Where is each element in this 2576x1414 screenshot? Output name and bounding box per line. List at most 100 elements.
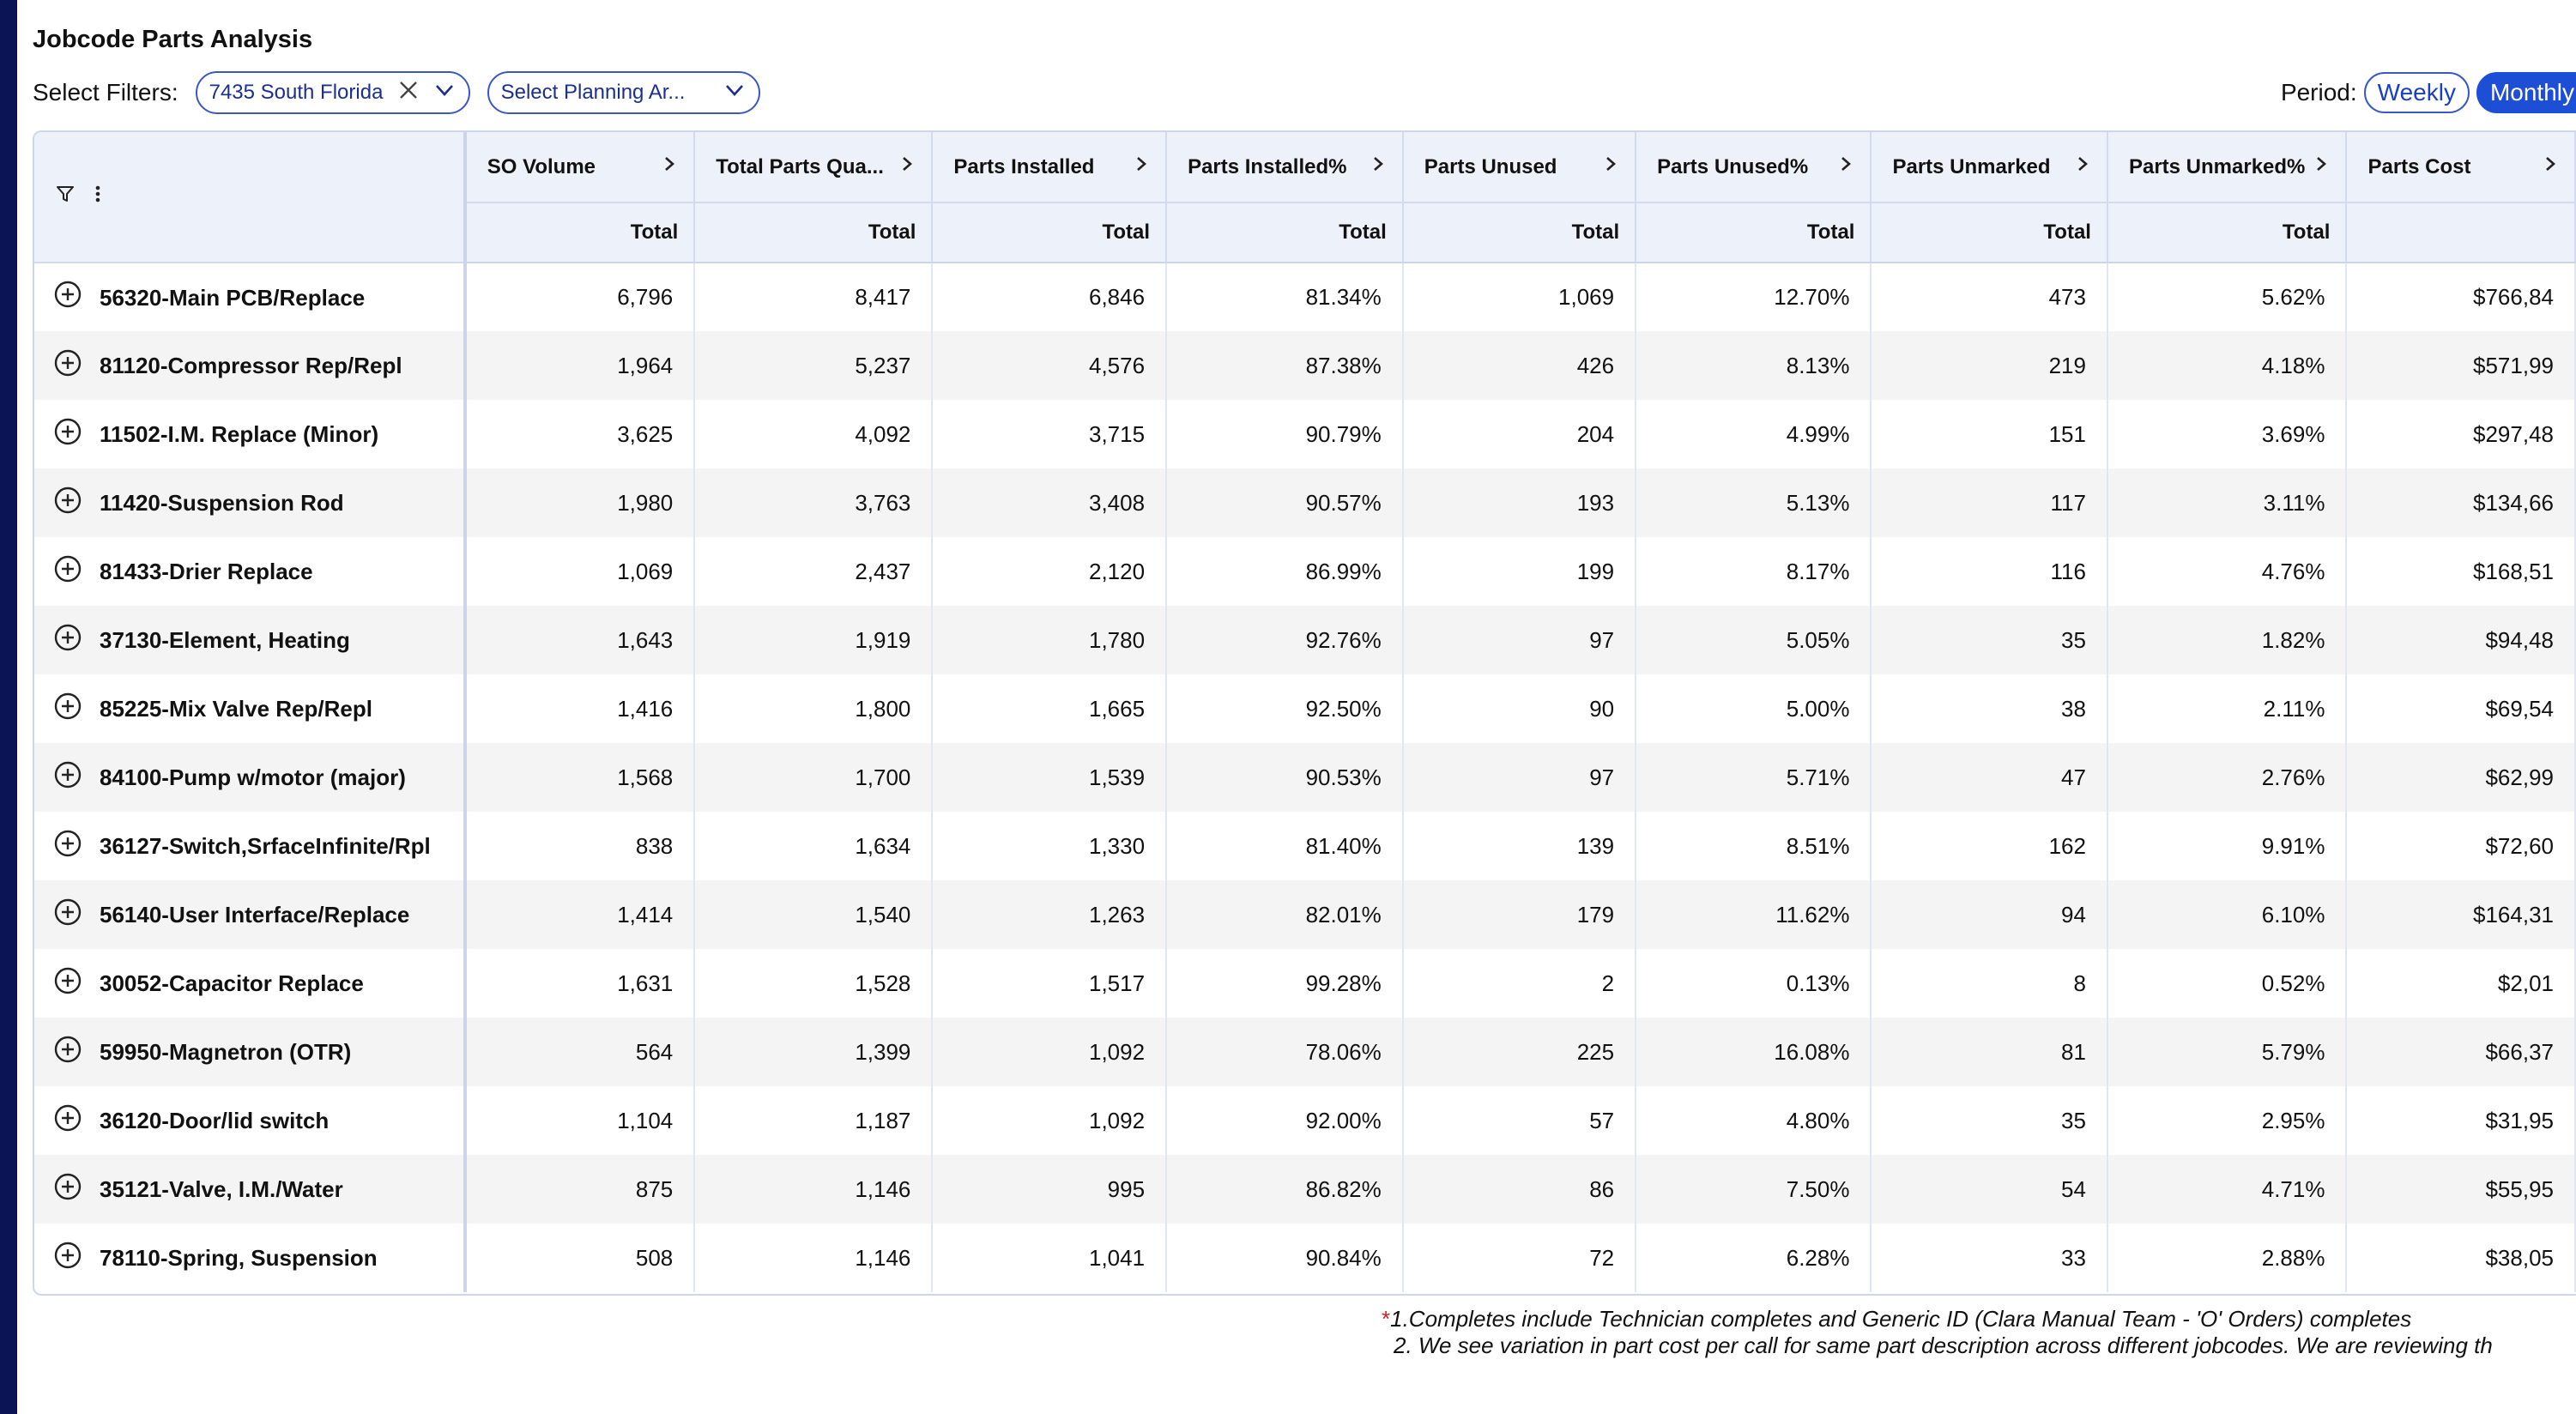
jobcode-cell: 35121-Valve, I.M./Water: [34, 1155, 467, 1224]
table-row[interactable]: 84100-Pump w/motor (major) 1,568 1,700 1,53…: [34, 743, 2576, 812]
table-row[interactable]: 30052-Capacitor Replace 1,631 1,528 1,517 99…: [34, 949, 2576, 1018]
table-cell: 92.50%: [1166, 674, 1404, 743]
plus-circle-icon[interactable]: [53, 829, 82, 864]
table-cell: 1,539: [932, 743, 1168, 812]
chevron-right-icon[interactable]: [1370, 154, 1387, 179]
table-cell: 86: [1402, 1155, 1637, 1224]
table-cell: $297,48: [2346, 400, 2576, 468]
plus-circle-icon[interactable]: [53, 692, 82, 727]
table-cell: 94: [1871, 880, 2108, 949]
table-cell: $164,31: [2346, 880, 2576, 949]
table-row[interactable]: 36120-Door/lid switch 1,104 1,187 1,092 92.0…: [34, 1086, 2576, 1155]
table-cell: 179: [1402, 880, 1637, 949]
table-cell: 1,187: [694, 1086, 934, 1155]
table-cell: 97: [1402, 606, 1637, 674]
location-filter-select[interactable]: 7435 South Florida: [195, 71, 470, 114]
plus-circle-icon[interactable]: [53, 348, 82, 384]
chevron-right-icon[interactable]: [1837, 154, 1854, 179]
plus-circle-icon[interactable]: [53, 486, 82, 521]
table-cell: $62,99: [2346, 743, 2576, 812]
plus-circle-icon[interactable]: [53, 966, 82, 1001]
plus-circle-icon[interactable]: [53, 1103, 82, 1139]
plus-circle-icon[interactable]: [53, 554, 82, 589]
column-header[interactable]: Parts Unmarked%: [2107, 132, 2348, 203]
table-cell: 117: [1871, 468, 2108, 537]
table-cell: 86.82%: [1166, 1155, 1404, 1224]
chevron-right-icon[interactable]: [661, 154, 678, 179]
more-vertical-icon[interactable]: [94, 184, 102, 210]
table-cell: 1,414: [464, 880, 696, 949]
table-cell: 81.34%: [1166, 263, 1404, 331]
table-cell: 1,919: [694, 606, 934, 674]
table-cell: $766,84: [2346, 263, 2576, 331]
table-row[interactable]: 81433-Drier Replace 1,069 2,437 2,120 86.99%…: [34, 537, 2576, 606]
chevron-right-icon[interactable]: [2313, 154, 2330, 179]
chevron-down-icon[interactable]: [432, 78, 457, 108]
period-selector: Period: Weekly Monthly: [2281, 70, 2576, 115]
table-row[interactable]: 56320-Main PCB/Replace 6,796 8,417 6,846 81.…: [34, 263, 2576, 331]
footnotes: *1.Completes include Technician complete…: [1382, 1306, 2493, 1359]
plus-circle-icon[interactable]: [53, 417, 82, 452]
column-subheader: Total: [694, 202, 934, 263]
column-header-label: Parts Installed: [953, 154, 1095, 178]
filter-icon[interactable]: [55, 184, 76, 210]
table-row[interactable]: 36127-Switch,SrfaceInfinite/Rpl 838 1,634 1…: [34, 812, 2576, 880]
plus-circle-icon[interactable]: [53, 1241, 82, 1276]
column-header[interactable]: Parts Installed: [932, 132, 1168, 203]
column-header[interactable]: Parts Unused: [1402, 132, 1637, 203]
table-row[interactable]: 78110-Spring, Suspension 508 1,146 1,041 90.…: [34, 1224, 2576, 1292]
table-row[interactable]: 85225-Mix Valve Rep/Repl 1,416 1,800 1,665 9…: [34, 674, 2576, 743]
jobcode-label: 56320-Main PCB/Replace: [100, 284, 366, 311]
column-header[interactable]: Parts Cost: [2346, 132, 2576, 203]
column-header[interactable]: Parts Unused%: [1636, 132, 1872, 203]
table-row[interactable]: 11420-Suspension Rod 1,980 3,763 3,408 90.57…: [34, 468, 2576, 537]
table-cell: $168,51: [2346, 537, 2576, 606]
chevron-down-icon[interactable]: [723, 78, 747, 108]
plus-circle-icon[interactable]: [53, 623, 82, 658]
plus-circle-icon[interactable]: [53, 280, 82, 315]
table-row[interactable]: 11502-I.M. Replace (Minor) 3,625 4,092 3,71…: [34, 400, 2576, 468]
table-cell: 508: [464, 1224, 696, 1292]
column-header[interactable]: SO Volume: [464, 132, 696, 203]
column-header[interactable]: Total Parts Qua...: [694, 132, 934, 203]
table-cell: 4,576: [932, 331, 1168, 400]
jobcode-label: 35121-Valve, I.M./Water: [100, 1176, 343, 1202]
table-row[interactable]: 35121-Valve, I.M./Water 875 1,146 995 86.82%…: [34, 1155, 2576, 1224]
table-row[interactable]: 37130-Element, Heating 1,643 1,919 1,780 92.…: [34, 606, 2576, 674]
table-cell: 4.99%: [1636, 400, 1872, 468]
table-cell: 1,568: [464, 743, 696, 812]
plus-circle-icon[interactable]: [53, 1172, 82, 1207]
period-monthly-button[interactable]: Monthly: [2476, 72, 2576, 113]
chevron-right-icon[interactable]: [2074, 154, 2091, 179]
table-row[interactable]: 81120-Compressor Rep/Repl 1,964 5,237 4,576…: [34, 331, 2576, 400]
plus-circle-icon[interactable]: [53, 1035, 82, 1070]
table-cell: 3.11%: [2107, 468, 2348, 537]
close-icon[interactable]: [396, 78, 420, 108]
planning-area-select[interactable]: Select Planning Ar...: [487, 71, 760, 114]
table-cell: 2.88%: [2107, 1224, 2348, 1292]
chevron-right-icon[interactable]: [898, 154, 916, 179]
table-cell: 875: [464, 1155, 696, 1224]
chevron-right-icon[interactable]: [2542, 154, 2559, 179]
jobcode-cell: 85225-Mix Valve Rep/Repl: [34, 674, 467, 743]
jobcode-label: 84100-Pump w/motor (major): [100, 764, 406, 790]
plus-circle-icon[interactable]: [53, 760, 82, 795]
jobcode-cell: 36127-Switch,SrfaceInfinite/Rpl: [34, 812, 467, 880]
table-cell: 78.06%: [1166, 1018, 1404, 1086]
table-row[interactable]: 56140-User Interface/Replace 1,414 1,540 1,…: [34, 880, 2576, 949]
plus-circle-icon[interactable]: [53, 897, 82, 933]
column-subheader: Total: [932, 202, 1168, 263]
period-weekly-button[interactable]: Weekly: [2363, 72, 2470, 113]
chevron-right-icon[interactable]: [1602, 154, 1619, 179]
table-cell: 2,437: [694, 537, 934, 606]
table-cell: $134,66: [2346, 468, 2576, 537]
table-cell: 3,715: [932, 400, 1168, 468]
table-cell: 8: [1871, 949, 2108, 1018]
page-title: Jobcode Parts Analysis: [33, 26, 313, 53]
chevron-right-icon[interactable]: [1133, 154, 1150, 179]
jobcode-cell: 11502-I.M. Replace (Minor): [34, 400, 467, 468]
column-header[interactable]: Parts Installed%: [1166, 132, 1404, 203]
table-row[interactable]: 59950-Magnetron (OTR) 564 1,399 1,092 78.06%…: [34, 1018, 2576, 1086]
column-header-label: Parts Installed%: [1188, 154, 1347, 178]
column-header[interactable]: Parts Unmarked: [1871, 132, 2108, 203]
